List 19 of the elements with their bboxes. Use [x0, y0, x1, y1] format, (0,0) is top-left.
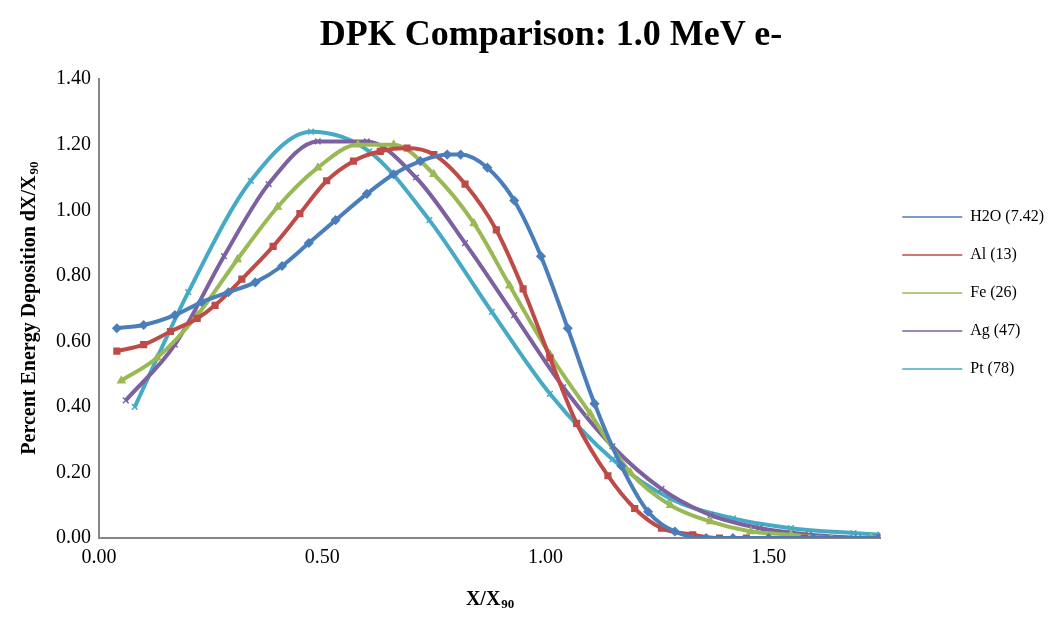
y-tick-label: 0.20: [56, 459, 91, 482]
x-tick-label: 0.50: [304, 545, 340, 568]
chart-title: DPK Comparison: 1.0 MeV e-: [319, 12, 783, 53]
legend-label: Fe (26): [970, 283, 1017, 302]
legend-label: Al (13): [970, 245, 1017, 264]
y-tick-label: 0.40: [56, 394, 91, 417]
x-tick-label: 1.50: [751, 545, 787, 568]
legend-label: Pt (78): [970, 359, 1015, 378]
x-tick-label: 1.00: [527, 545, 563, 568]
x-tick-label: 0.00: [81, 545, 117, 568]
y-tick-label: 0.00: [56, 525, 91, 548]
legend-label: H2O (7.42): [970, 207, 1044, 226]
y-axis-title: Percent Energy Deposition dX/X90: [17, 161, 42, 455]
y-tick-label: 1.40: [56, 66, 91, 89]
y-tick-label: 1.20: [56, 131, 91, 154]
y-tick-label: 1.00: [56, 197, 91, 220]
legend-label: Ag (47): [970, 321, 1021, 340]
y-tick-label: 0.60: [56, 328, 91, 351]
y-tick-label: 0.80: [56, 263, 91, 286]
